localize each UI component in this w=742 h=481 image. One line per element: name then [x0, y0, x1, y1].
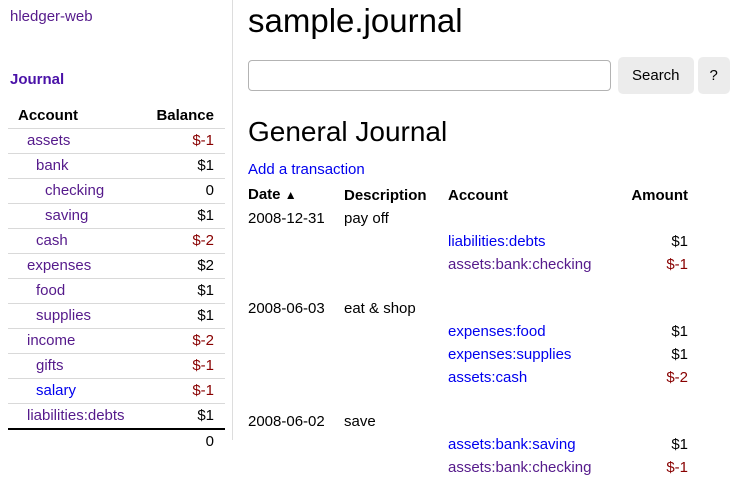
sidebar: hledger-web Journal Account Balance asse… — [0, 0, 233, 454]
account-link-cash[interactable]: cash — [36, 232, 68, 249]
transaction-spacer — [248, 276, 688, 297]
table-row: cash $-2 — [8, 228, 225, 254]
sidebar-item-journal[interactable]: Journal — [10, 71, 65, 88]
account-balance: $-1 — [144, 353, 225, 379]
account-balance: $-2 — [144, 228, 225, 254]
add-transaction-link[interactable]: Add a transaction — [248, 161, 365, 178]
app-home-link[interactable]: hledger-web — [10, 8, 93, 25]
account-link-saving[interactable]: saving — [45, 207, 89, 224]
total-balance: 0 — [144, 428, 225, 454]
account-balance: $2 — [144, 253, 225, 279]
posting-amount: $-1 — [666, 256, 688, 273]
account-link-checking[interactable]: checking — [45, 182, 105, 199]
account-balance: $-2 — [144, 328, 225, 354]
table-row: food $1 — [8, 278, 225, 304]
transaction-date: 2008-06-03 — [248, 300, 325, 317]
amount-column-header: Amount — [631, 186, 688, 204]
posting-account-link[interactable]: assets:bank:checking — [448, 256, 592, 273]
account-link-bank[interactable]: bank — [36, 157, 69, 174]
posting-amount: $1 — [671, 233, 688, 250]
account-link-food[interactable]: food — [36, 282, 66, 299]
posting-row: assets:bank:checking $-1 — [248, 253, 688, 276]
posting-amount: $-1 — [666, 459, 688, 476]
account-balance: $-1 — [144, 128, 225, 154]
transaction-description: eat & shop — [344, 300, 416, 317]
page-title: sample.journal — [248, 2, 463, 39]
journal-table: Date ▲ Description Account Amount 2008-1… — [248, 183, 688, 479]
balance-column-header: Balance — [156, 107, 214, 124]
account-balance: $1 — [144, 403, 225, 429]
account-balance: $1 — [144, 303, 225, 329]
posting-amount: $1 — [671, 346, 688, 363]
total-row: 0 — [8, 428, 225, 454]
description-column-header: Description — [344, 186, 427, 204]
posting-row: assets:cash $-2 — [248, 366, 688, 389]
account-link-income[interactable]: income — [27, 332, 76, 349]
search-input[interactable] — [248, 60, 611, 91]
search-button[interactable]: Search — [618, 57, 694, 94]
transaction-description: pay off — [344, 210, 389, 227]
transaction-spacer — [248, 389, 688, 410]
account-link-salary[interactable]: salary — [36, 382, 77, 399]
table-row: supplies $1 — [8, 303, 225, 329]
table-row: expenses $2 — [8, 253, 225, 279]
date-column-header[interactable]: Date ▲ — [248, 186, 297, 203]
posting-row: expenses:food $1 — [248, 320, 688, 343]
account-link-expenses[interactable]: expenses — [27, 257, 92, 274]
transaction-row: 2008-06-02 save — [248, 410, 688, 433]
account-column-header: Account — [448, 186, 508, 204]
posting-row: liabilities:debts $1 — [248, 230, 688, 253]
account-link-gifts[interactable]: gifts — [36, 357, 64, 374]
transaction-date: 2008-12-31 — [248, 210, 325, 227]
posting-row: assets:bank:checking $-1 — [248, 456, 688, 479]
main-content: sample.journal Search ? General Journal … — [248, 0, 734, 479]
journal-header-row: Date ▲ Description Account Amount — [248, 183, 688, 207]
table-row: income $-2 — [8, 328, 225, 354]
table-row: checking 0 — [8, 178, 225, 204]
posting-row: expenses:supplies $1 — [248, 343, 688, 366]
transaction-description: save — [344, 413, 376, 430]
account-balance: $-1 — [144, 378, 225, 404]
account-balance: 0 — [144, 178, 225, 204]
accounts-table: Account Balance assets $-1 bank $1 check… — [8, 104, 225, 454]
sort-ascending-icon: ▲ — [284, 188, 297, 202]
table-row: salary $-1 — [8, 378, 225, 404]
account-link-liabilities-debts[interactable]: liabilities:debts — [27, 407, 125, 424]
posting-account-link[interactable]: assets:bank:saving — [448, 436, 576, 453]
posting-account-link[interactable]: assets:cash — [448, 369, 528, 386]
account-balance: $1 — [144, 278, 225, 304]
account-balance: $1 — [144, 153, 225, 179]
sidebar-nav: Journal — [10, 71, 232, 88]
search-help-button[interactable]: ? — [697, 57, 730, 94]
posting-account-link[interactable]: assets:bank:checking — [448, 459, 592, 476]
table-row: saving $1 — [8, 203, 225, 229]
transaction-date: 2008-06-02 — [248, 413, 325, 430]
table-row: bank $1 — [8, 153, 225, 179]
posting-amount: $1 — [671, 436, 688, 453]
posting-amount: $-2 — [666, 369, 688, 386]
account-link-supplies[interactable]: supplies — [36, 307, 92, 324]
table-row: liabilities:debts $1 — [8, 403, 225, 429]
journal-title: General Journal — [248, 116, 448, 147]
posting-row: assets:bank:saving $1 — [248, 433, 688, 456]
account-link-assets[interactable]: assets — [27, 132, 71, 149]
posting-account-link[interactable]: liabilities:debts — [448, 233, 546, 250]
transaction-row: 2008-06-03 eat & shop — [248, 297, 688, 320]
table-row: gifts $-1 — [8, 353, 225, 379]
transaction-row: 2008-12-31 pay off — [248, 207, 688, 230]
posting-account-link[interactable]: expenses:supplies — [448, 346, 572, 363]
posting-account-link[interactable]: expenses:food — [448, 323, 546, 340]
account-column-header: Account — [18, 107, 78, 124]
account-balance: $1 — [144, 203, 225, 229]
table-row: assets $-1 — [8, 128, 225, 154]
search-form: Search ? — [248, 57, 734, 94]
accounts-header-row: Account Balance — [8, 104, 225, 129]
posting-amount: $1 — [671, 323, 688, 340]
